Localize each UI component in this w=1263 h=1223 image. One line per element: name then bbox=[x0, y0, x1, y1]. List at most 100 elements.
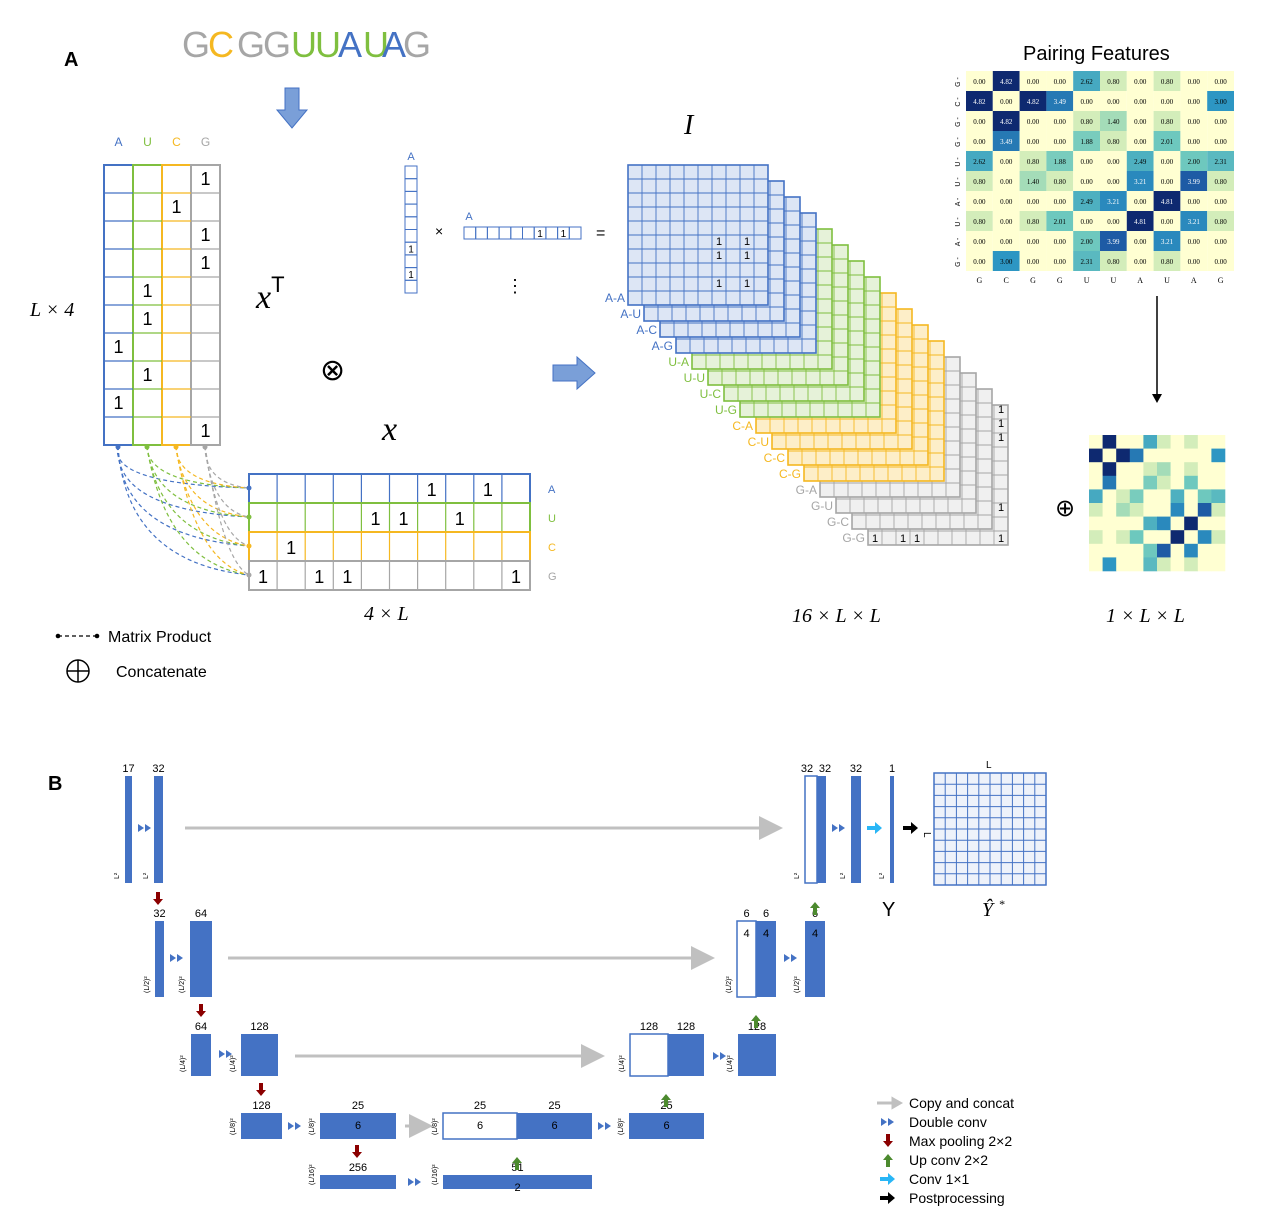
small-heat-cell bbox=[1102, 530, 1117, 545]
unet-block: 32 L² bbox=[794, 763, 818, 884]
small-heat-cell bbox=[1170, 557, 1185, 572]
heat-value: 0.00 bbox=[1054, 238, 1067, 246]
small-heat-cell bbox=[1143, 516, 1158, 531]
heat-value: 0.00 bbox=[973, 198, 986, 206]
heat-cell bbox=[1100, 171, 1127, 191]
heat-cell bbox=[1126, 71, 1154, 91]
small-heat-cell bbox=[1102, 489, 1117, 504]
small-heat-cell bbox=[1143, 543, 1158, 558]
heat-cell bbox=[1019, 231, 1047, 251]
heat-value: 2.62 bbox=[973, 158, 986, 166]
heat-cell bbox=[966, 91, 993, 111]
row-one: 1 bbox=[511, 567, 521, 587]
gg-one: 1 bbox=[998, 533, 1004, 545]
heat-cell bbox=[966, 211, 993, 231]
heat-value: 1.88 bbox=[1080, 138, 1093, 146]
concat-oplus: ⊕ bbox=[1055, 495, 1075, 522]
heat-col-label: U bbox=[1111, 276, 1117, 285]
onehot-one: 1 bbox=[142, 281, 152, 301]
heat-cell bbox=[1100, 191, 1127, 211]
heat-value: 3.99 bbox=[1107, 238, 1120, 246]
heat-cell bbox=[992, 211, 1020, 231]
heat-col-label: C bbox=[1004, 276, 1009, 285]
small-heat-cell bbox=[1197, 448, 1212, 463]
small-heat-cell bbox=[1211, 530, 1226, 545]
small-heat-cell bbox=[1102, 516, 1117, 531]
heat-cell bbox=[1100, 251, 1127, 271]
unet-block: 32 bbox=[817, 763, 831, 883]
heat-value: 0.80 bbox=[973, 178, 986, 186]
channel-A-A bbox=[627, 164, 769, 306]
heat-cell bbox=[1207, 251, 1234, 271]
unet-dim-label: (L/2)² bbox=[179, 976, 186, 993]
heat-value: 3.21 bbox=[1188, 218, 1201, 226]
heat-cell bbox=[1207, 111, 1234, 131]
unet-dim-label: (L/4)² bbox=[727, 1055, 734, 1072]
heat-value: 0.00 bbox=[1214, 138, 1227, 146]
onehot-one: 1 bbox=[200, 421, 210, 441]
small-heat-cell bbox=[1089, 435, 1103, 449]
unet-dim-label: (L/2)² bbox=[726, 976, 733, 993]
onehot-one: 1 bbox=[113, 337, 123, 357]
mini-col-cell bbox=[404, 178, 418, 192]
dim-4L: 4 × L bbox=[364, 603, 409, 625]
unet-block: 128 (L/8)² bbox=[230, 1100, 282, 1139]
small-heat-cell bbox=[1089, 448, 1103, 463]
pair-label-U-U: U-U bbox=[684, 371, 705, 385]
unet-block: 25 6 (L/8)² bbox=[432, 1100, 518, 1140]
heat-value: 3.49 bbox=[1000, 138, 1013, 146]
sequence-base-G: G bbox=[182, 24, 210, 65]
vdots-symbol: ⋮ bbox=[506, 276, 524, 296]
small-heat-cell bbox=[1089, 530, 1103, 545]
unet-block: 512(L/16)² bbox=[432, 1162, 592, 1194]
small-heat-cell bbox=[1089, 503, 1103, 517]
heat-row-label: G - bbox=[955, 76, 962, 86]
heat-value: 0.00 bbox=[1134, 138, 1147, 146]
heat-value: 0.00 bbox=[1000, 98, 1013, 106]
small-heat-cell bbox=[1116, 557, 1131, 572]
right-arrow-icon bbox=[552, 355, 596, 391]
unet-dim-label: L² bbox=[143, 872, 150, 879]
heat-cell bbox=[1126, 191, 1154, 211]
heat-cell bbox=[1019, 71, 1047, 91]
small-heat-cell bbox=[1129, 448, 1144, 463]
unet-dim-label: L² bbox=[840, 872, 847, 879]
row-label-G: G bbox=[548, 571, 557, 583]
gg-col-one: 1 bbox=[998, 404, 1004, 416]
xT-x: x bbox=[255, 279, 271, 316]
heat-col-label: A bbox=[1191, 276, 1197, 285]
heat-cell bbox=[1207, 211, 1234, 231]
unet-block: 128 bbox=[668, 1021, 704, 1076]
unet-block-solid bbox=[320, 1175, 396, 1189]
conv1x1-arrow-icon bbox=[867, 822, 882, 834]
heat-value: 4.82 bbox=[973, 98, 986, 106]
unet-channel-count: 32 bbox=[152, 763, 164, 775]
rna-sequence: GC GG UUA UAG bbox=[182, 24, 431, 65]
heat-cell bbox=[1126, 131, 1154, 151]
heat-value: 0.00 bbox=[1000, 178, 1013, 186]
heat-value: 0.80 bbox=[1161, 118, 1174, 126]
heat-value: 0.00 bbox=[1080, 98, 1093, 106]
small-heat-cell bbox=[1197, 435, 1212, 449]
heat-value: 3.21 bbox=[1161, 238, 1174, 246]
unet-channel-count: 32 bbox=[850, 763, 862, 775]
small-heat-cell bbox=[1170, 448, 1185, 463]
heat-cell bbox=[992, 171, 1020, 191]
pairing-map-1LL bbox=[1089, 435, 1226, 572]
mini-col-cell bbox=[404, 229, 418, 243]
heat-cell bbox=[1207, 91, 1234, 111]
x-symbol: x bbox=[381, 411, 397, 448]
pair-label-C-U: C-U bbox=[748, 435, 769, 449]
legend-postprocessing-icon bbox=[880, 1192, 895, 1204]
heat-cell bbox=[992, 71, 1020, 91]
product-line-C bbox=[175, 445, 250, 576]
heat-cell bbox=[1046, 211, 1074, 231]
heat-cell bbox=[1126, 251, 1154, 271]
onehot-one: 1 bbox=[113, 393, 123, 413]
unet-channel-count: 6 bbox=[763, 908, 769, 920]
mini-col-cell bbox=[404, 279, 418, 294]
heat-cell bbox=[992, 191, 1020, 211]
heat-value: 0.00 bbox=[1054, 118, 1067, 126]
